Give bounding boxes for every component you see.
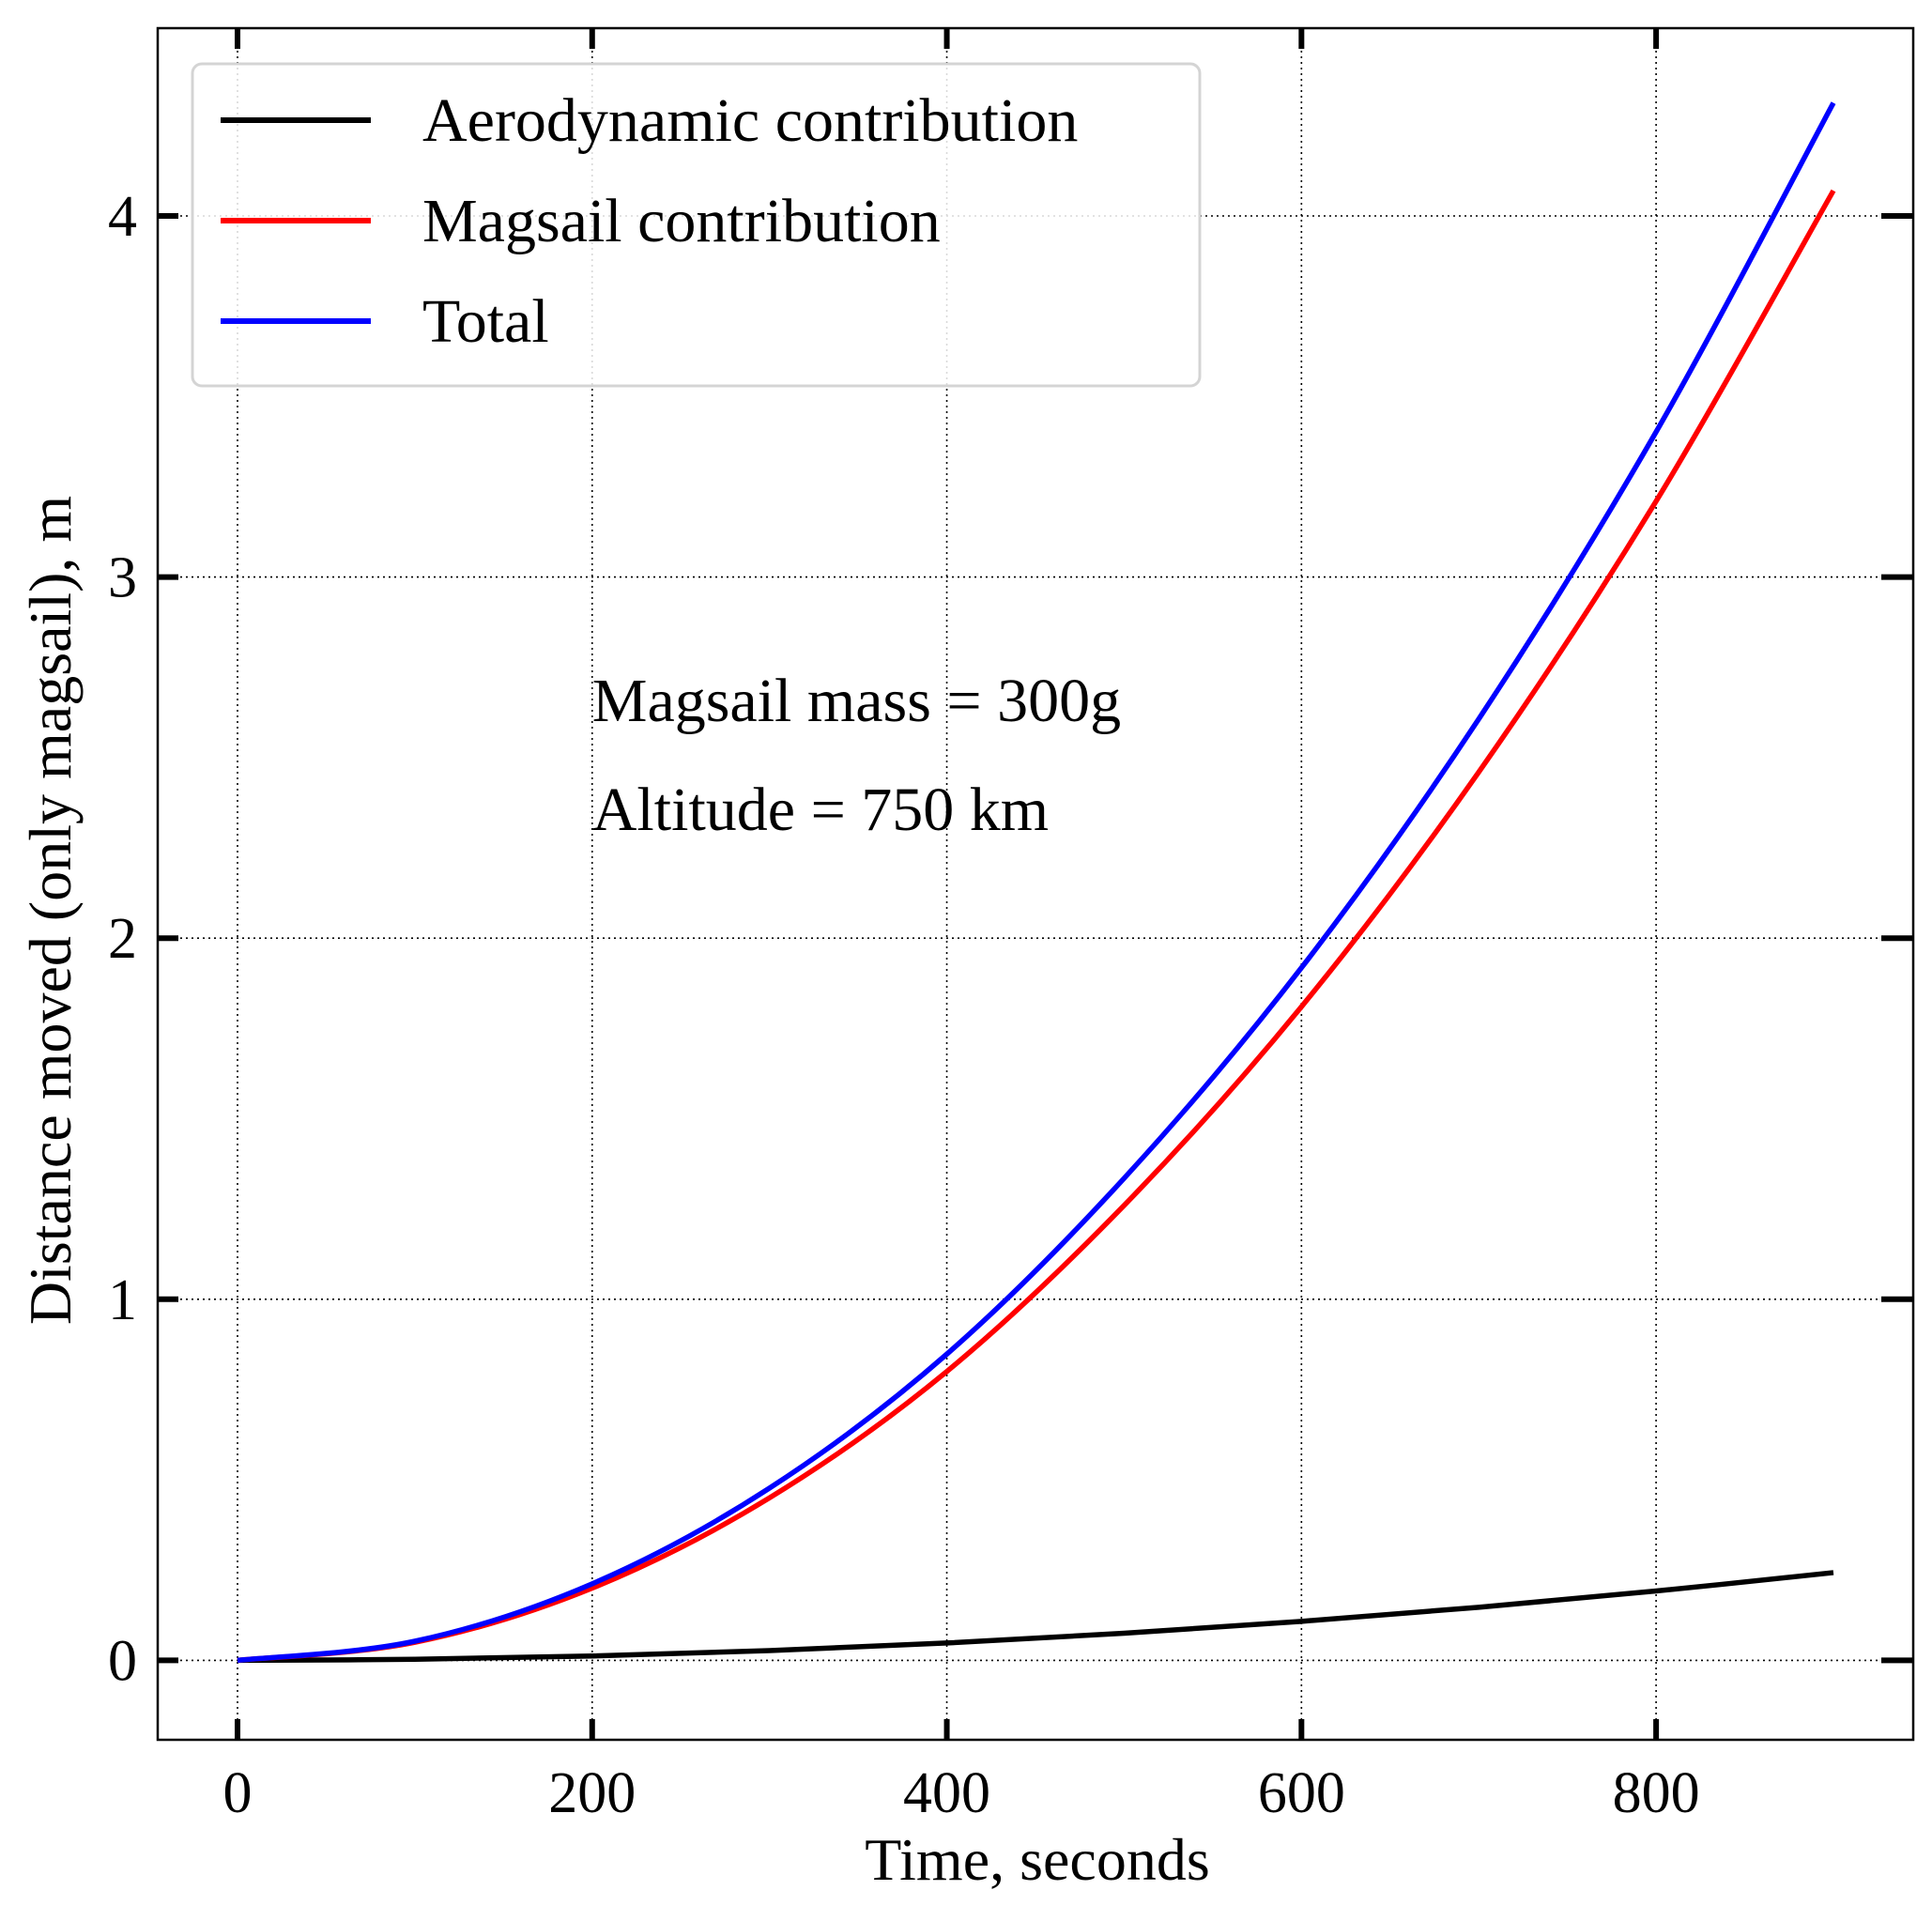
legend-label-magsail: Magsail contribution bbox=[422, 187, 941, 255]
annotation-altitude: Altitude = 750 km bbox=[592, 776, 1049, 844]
y-axis-label: Distance moved (only magsail), m bbox=[17, 496, 84, 1325]
x-tick-label: 0 bbox=[223, 1761, 253, 1825]
legend-label-aerodynamic: Aerodynamic contribution bbox=[422, 86, 1078, 155]
tick-label-layer: 0 200 400 600 800 0 1 2 3 4 bbox=[108, 185, 1700, 1825]
legend-label-total: Total bbox=[422, 287, 549, 356]
y-tick-label: 0 bbox=[108, 1629, 137, 1693]
series-line-magsail bbox=[237, 189, 1836, 1664]
series-layer bbox=[237, 101, 1836, 1664]
legend-box bbox=[191, 62, 1202, 388]
y-tick-label: 2 bbox=[108, 907, 137, 971]
annotation-mass: Magsail mass = 300g bbox=[592, 667, 1121, 735]
x-tick-label: 400 bbox=[903, 1761, 990, 1825]
x-tick-label: 200 bbox=[548, 1761, 636, 1825]
legend: Aerodynamic contribution Magsail contrib… bbox=[191, 62, 1202, 388]
y-tick-label: 4 bbox=[108, 185, 137, 249]
series-line-aerodynamic bbox=[237, 1570, 1834, 1664]
y-tick-label: 1 bbox=[108, 1268, 137, 1332]
annotation-layer: Magsail mass = 300g Altitude = 750 km bbox=[592, 667, 1121, 844]
grid-layer bbox=[158, 28, 1913, 1740]
y-tick-label: 3 bbox=[108, 546, 137, 610]
plot-frame bbox=[156, 26, 1915, 1742]
series-line-total bbox=[237, 101, 1836, 1664]
x-axis-label: Time, seconds bbox=[865, 1826, 1209, 1893]
tick-layer bbox=[158, 28, 1913, 1740]
x-tick-label: 800 bbox=[1613, 1761, 1700, 1825]
x-tick-label: 600 bbox=[1258, 1761, 1345, 1825]
